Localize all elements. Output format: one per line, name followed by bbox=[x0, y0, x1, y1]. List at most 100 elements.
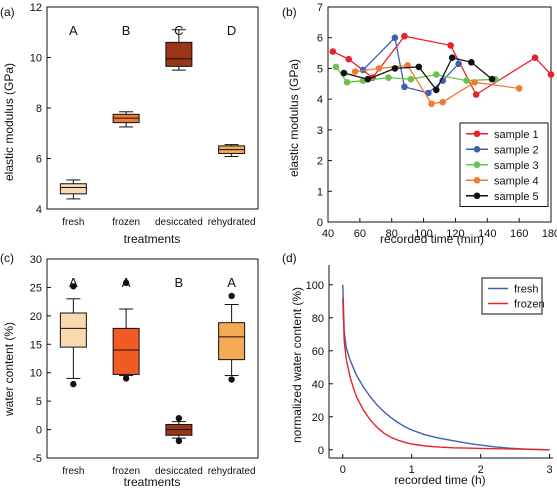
y-tick-label: 0 bbox=[318, 445, 324, 457]
box-desiccated bbox=[165, 41, 193, 67]
x-tick-label: desiccated bbox=[155, 217, 203, 228]
data-point bbox=[345, 55, 353, 63]
y-tick-label: 12 bbox=[30, 2, 42, 14]
y-tick-label: 15 bbox=[30, 339, 42, 351]
x-tick-label: 100 bbox=[414, 228, 432, 240]
y-tick-label: -5 bbox=[32, 453, 42, 465]
x-tick-label: desiccated bbox=[155, 466, 203, 477]
y-tick-label: 3 bbox=[317, 125, 323, 137]
data-point bbox=[531, 54, 539, 61]
outlier-point bbox=[70, 380, 77, 388]
data-point bbox=[471, 78, 478, 86]
x-tick-label: 2 bbox=[478, 464, 484, 476]
x-tick-label: frozen bbox=[112, 217, 140, 228]
y-tick-label: 80 bbox=[312, 313, 324, 325]
y-tick-label: 1 bbox=[317, 186, 323, 198]
y-tick-label: 4 bbox=[36, 204, 42, 216]
x-tick-label: 3 bbox=[546, 464, 552, 476]
panel-a-xlabel: treatments bbox=[124, 232, 181, 246]
box-fresh bbox=[59, 312, 87, 348]
x-tick-label: fresh bbox=[62, 217, 84, 228]
legend-label: sample 5 bbox=[494, 191, 539, 203]
group-letter: D bbox=[227, 23, 236, 38]
group-letter: A bbox=[69, 275, 78, 290]
legend-label: sample 4 bbox=[494, 175, 539, 187]
legend-marker bbox=[473, 130, 481, 138]
y-tick-label: 6 bbox=[36, 154, 42, 166]
x-tick-label: 120 bbox=[446, 228, 464, 240]
y-tick-label: 5 bbox=[36, 396, 42, 408]
series-line-frozen bbox=[342, 297, 550, 451]
outlier-point bbox=[70, 283, 77, 290]
legend-label: sample 1 bbox=[494, 129, 539, 141]
data-point bbox=[463, 77, 470, 85]
panel-b-xlabel: recorded time (min) bbox=[380, 232, 484, 246]
box-rehydrated bbox=[218, 322, 246, 361]
x-tick-label: fresh bbox=[62, 466, 84, 477]
data-point bbox=[439, 98, 446, 106]
data-point bbox=[547, 71, 555, 78]
x-tick-label: 1 bbox=[409, 464, 415, 476]
legend-marker bbox=[473, 176, 481, 184]
series-line-sample-2 bbox=[362, 36, 460, 94]
data-point bbox=[340, 69, 348, 77]
outlier-point bbox=[228, 376, 235, 383]
x-tick-label: 80 bbox=[386, 228, 398, 240]
data-point bbox=[391, 65, 399, 72]
panel-c-ylabel: water content (%) bbox=[2, 322, 16, 417]
y-tick-label: 10 bbox=[30, 53, 42, 65]
panel-c-xlabel: treatments bbox=[124, 475, 181, 489]
series-line-sample-1 bbox=[332, 35, 552, 96]
x-tick-label: rehydrated bbox=[208, 466, 256, 477]
y-tick-label: 7 bbox=[317, 2, 323, 14]
x-tick-label: rehydrated bbox=[208, 217, 256, 228]
data-point bbox=[329, 48, 337, 55]
panel-a-ylabel: elastic modulus (GPa) bbox=[2, 63, 16, 181]
panel-d-label: (d) bbox=[282, 251, 297, 265]
panel-d-line-chart: 0 1 2 3 0 20 40 60 80 100 fresh frozen bbox=[306, 265, 553, 476]
outlier-point bbox=[175, 437, 183, 445]
series-line-fresh bbox=[342, 284, 550, 451]
box-frozen bbox=[112, 327, 140, 375]
data-point bbox=[455, 60, 462, 68]
outlier-point bbox=[228, 292, 235, 300]
legend-label: sample 3 bbox=[494, 160, 539, 172]
data-point bbox=[472, 91, 480, 98]
legend-marker bbox=[473, 192, 481, 200]
data-point bbox=[375, 65, 383, 72]
panel-d-ylabel: normalized water content (%) bbox=[290, 287, 304, 443]
outlier-point bbox=[122, 375, 130, 382]
y-tick-label: 30 bbox=[30, 254, 42, 266]
y-tick-label: 4 bbox=[317, 94, 323, 106]
legend-label: fresh bbox=[514, 284, 538, 296]
y-tick-label: 0 bbox=[317, 217, 323, 229]
data-point bbox=[425, 89, 432, 97]
data-point bbox=[428, 100, 435, 108]
group-letter: A bbox=[69, 23, 78, 38]
data-point bbox=[488, 75, 496, 83]
legend-marker bbox=[473, 161, 481, 169]
outlier-point bbox=[175, 415, 183, 422]
data-point bbox=[401, 32, 408, 40]
legend-box bbox=[481, 277, 543, 315]
x-tick-label: 180 bbox=[542, 228, 557, 240]
group-letter: B bbox=[122, 23, 131, 38]
x-tick-label: 140 bbox=[478, 228, 496, 240]
data-point bbox=[364, 75, 372, 83]
y-tick-label: 6 bbox=[317, 33, 323, 45]
panel-d-xlabel: recorded time (h) bbox=[394, 473, 485, 487]
data-point bbox=[515, 85, 523, 92]
x-tick-label: 160 bbox=[510, 228, 528, 240]
x-tick-label: 0 bbox=[340, 464, 346, 476]
box-fresh bbox=[59, 183, 87, 195]
data-point bbox=[433, 86, 440, 94]
data-point bbox=[391, 34, 399, 42]
data-point bbox=[351, 68, 359, 75]
y-tick-label: 8 bbox=[36, 103, 42, 115]
data-point bbox=[401, 83, 408, 91]
y-tick-label: 5 bbox=[317, 63, 323, 75]
panel-b-ylabel: elastic modulus (GPa) bbox=[287, 59, 301, 177]
data-point bbox=[415, 63, 423, 71]
